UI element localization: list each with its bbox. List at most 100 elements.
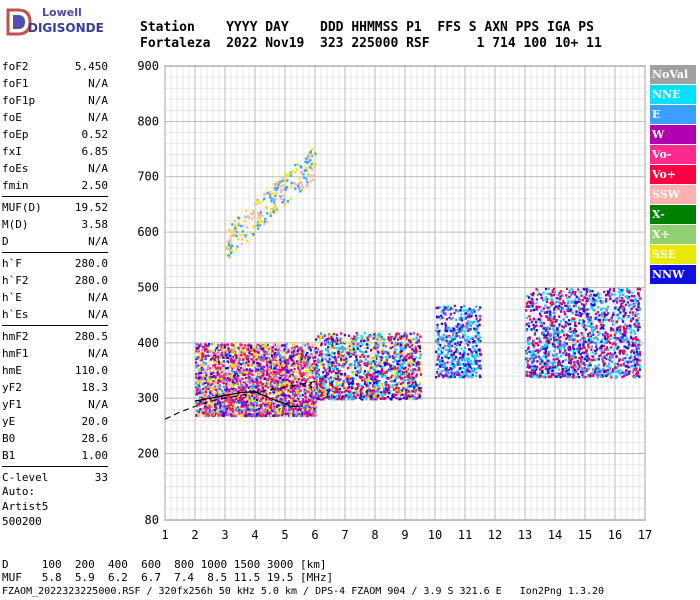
param-name: h`F2 <box>2 274 29 287</box>
echo-point <box>442 336 445 339</box>
echo-point <box>254 359 257 362</box>
echo-point <box>467 340 470 344</box>
echo-point <box>244 409 247 413</box>
echo-point <box>441 365 444 368</box>
echo-point <box>252 353 255 357</box>
echo-point <box>219 356 222 359</box>
echo-point <box>293 357 296 360</box>
echo-point <box>285 346 288 349</box>
echo-point <box>265 392 268 396</box>
echo-point <box>407 357 410 360</box>
echo-point <box>333 391 336 394</box>
echo-point <box>307 380 310 383</box>
echo-point <box>230 390 233 393</box>
echo-point <box>415 341 418 344</box>
echo-point <box>284 374 287 377</box>
echo-point <box>226 373 229 377</box>
echo-point <box>414 345 417 349</box>
echo-point <box>234 358 237 361</box>
echo-point <box>373 366 376 369</box>
echo-point <box>297 379 300 382</box>
echo-point <box>288 384 291 388</box>
echo-point <box>379 365 382 368</box>
echo-point <box>197 372 200 375</box>
echo-point <box>350 391 353 394</box>
echo-point <box>303 388 306 391</box>
echo-point <box>442 362 445 365</box>
echo-point <box>312 376 315 380</box>
echo-point <box>451 375 454 378</box>
echo-point <box>547 359 550 363</box>
echo-point <box>203 357 206 360</box>
echo-point <box>435 340 438 343</box>
echo-point <box>622 300 626 303</box>
echo-point <box>290 355 293 359</box>
echo-point <box>365 384 368 388</box>
echo-point <box>436 315 439 319</box>
echo-point <box>367 371 370 374</box>
echo-point <box>230 385 233 388</box>
echo-point <box>210 387 213 390</box>
echo-point <box>367 334 370 338</box>
echo-point <box>292 375 295 378</box>
echo-point <box>233 389 236 392</box>
echo-point <box>313 408 316 411</box>
param-name: C-level <box>2 471 49 484</box>
echo-point <box>284 394 288 397</box>
echo-point <box>369 369 372 372</box>
echo-point <box>261 386 264 389</box>
echo-point <box>304 379 307 382</box>
echo-point <box>291 362 294 366</box>
echo-point <box>209 370 212 373</box>
echo-point <box>398 336 402 339</box>
echo-point <box>292 359 295 363</box>
echo-point <box>397 363 400 366</box>
echo-point <box>354 350 357 353</box>
echo-point <box>243 361 246 365</box>
echo-point <box>227 347 230 350</box>
echo-point <box>346 376 349 379</box>
echo-point <box>393 393 396 397</box>
echo-point <box>386 395 389 399</box>
echo-point <box>465 340 468 343</box>
echo-point <box>314 356 317 360</box>
echo-point <box>247 372 250 375</box>
echo-point <box>217 396 220 399</box>
echo-point <box>314 347 317 350</box>
echo-point <box>553 349 556 352</box>
param-value: N/A <box>88 94 108 107</box>
echo-point <box>547 371 550 375</box>
echo-point <box>298 374 301 378</box>
echo-point <box>559 336 562 339</box>
echo-point <box>277 414 280 417</box>
echo-point <box>610 346 613 349</box>
echo-point <box>264 414 267 417</box>
echo-point <box>283 366 286 370</box>
echo-point <box>418 393 421 396</box>
echo-point <box>302 377 305 380</box>
echo-point <box>230 361 233 364</box>
echo-point <box>388 339 391 342</box>
echo-point <box>293 362 296 365</box>
echo-point <box>284 403 287 406</box>
echo-point <box>297 366 300 369</box>
echo-point <box>396 372 399 375</box>
echo-point <box>476 324 480 327</box>
echo-point <box>453 365 456 368</box>
echo-point <box>390 376 393 379</box>
echo-point <box>415 389 418 392</box>
echo-point <box>335 382 338 385</box>
echo-point <box>360 397 363 401</box>
echo-point <box>305 406 308 409</box>
echo-point <box>409 342 413 345</box>
echo-point <box>234 376 237 379</box>
echo-point <box>195 364 198 367</box>
echo-point <box>459 356 462 360</box>
echo-point <box>239 410 242 414</box>
echo-point <box>462 309 465 312</box>
echo-point <box>226 380 229 383</box>
echo-point <box>233 390 236 394</box>
echo-point <box>226 402 229 406</box>
echo-point <box>234 388 237 391</box>
echo-point <box>389 365 392 368</box>
